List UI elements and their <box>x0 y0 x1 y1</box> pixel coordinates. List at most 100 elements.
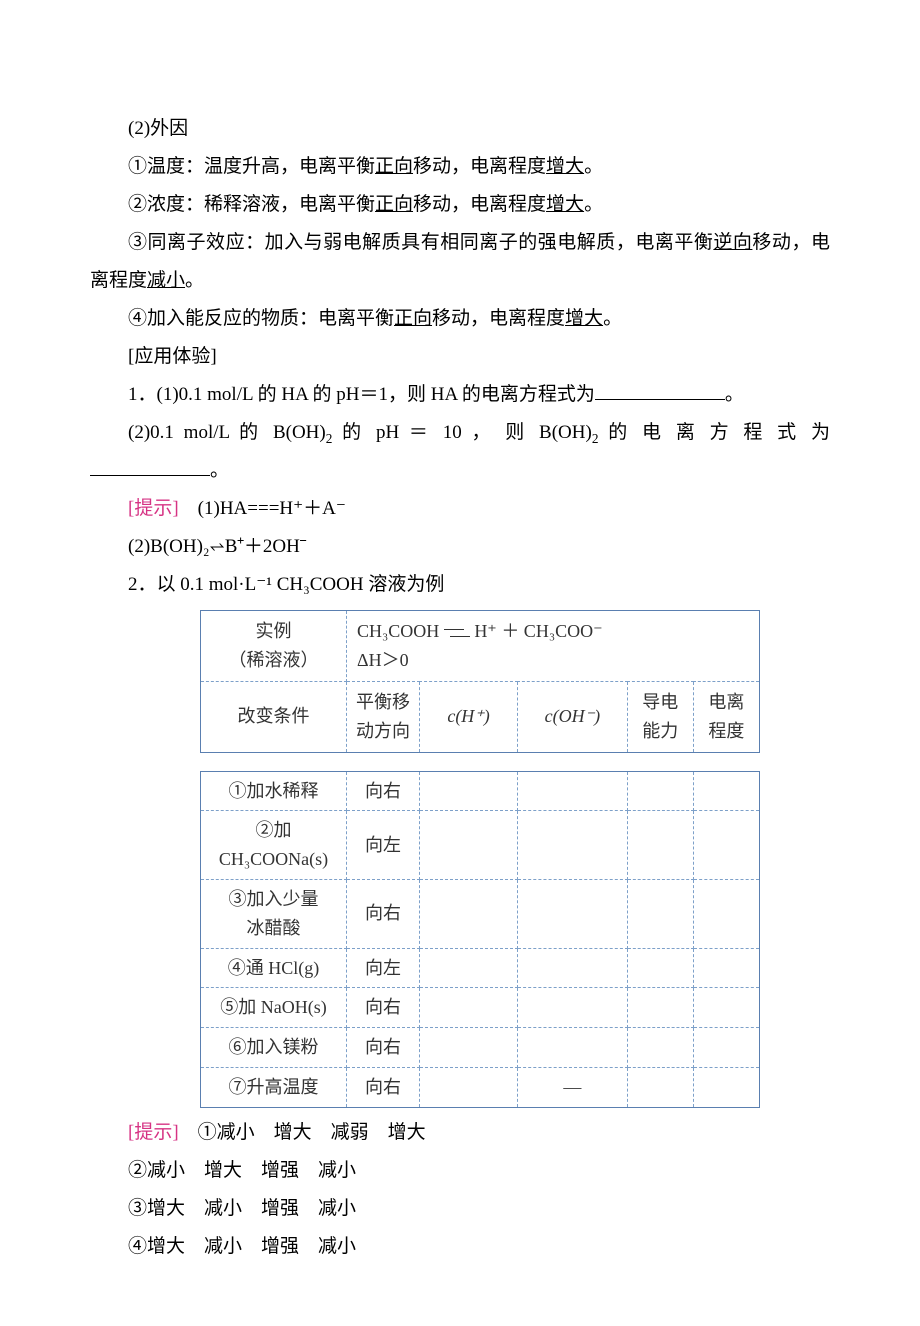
table-cell <box>518 879 628 948</box>
table-cell-label: ①加水稀释 <box>201 771 347 811</box>
table-cell: — <box>518 1067 628 1107</box>
item2-u2: 增大 <box>546 194 584 215</box>
hint-2: [提示] ①减小 增大 减弱 增大 <box>90 1114 830 1152</box>
item-1: ①温度：温度升高，电离平衡正向移动，电离程度增大。 <box>90 148 830 186</box>
table-cell-label: ④通 HCl(g) <box>201 948 347 988</box>
table-cell <box>420 1067 518 1107</box>
t1-r2c1: 改变条件 <box>201 681 347 752</box>
table-cell <box>518 948 628 988</box>
t1-r1c2: CH₃COOH H⁺ ＋ CH₃COO⁻ ΔH＞0 <box>347 611 760 682</box>
table-cell <box>693 1028 759 1068</box>
item1-u2: 增大 <box>546 156 584 177</box>
q1-1-tail: 。 <box>725 384 744 405</box>
t1-r1c1-l2: （稀溶液） <box>205 646 342 675</box>
t1-eq-left: CH₃COOH <box>357 621 439 641</box>
q2-lead: 2．以 0.1 mol·L⁻¹ CH₃COOH 溶液为例 <box>90 566 830 604</box>
q1-1-text: 1．(1)0.1 mol/L 的 HA 的 pH＝1，则 HA 的电离方程式为 <box>128 384 595 405</box>
ans-2: ②减小 增大 增强 减小 <box>90 1152 830 1190</box>
table-cell <box>627 879 693 948</box>
item-4: ④加入能反应的物质：电离平衡正向移动，电离程度增大。 <box>90 300 830 338</box>
hint-label-1: [提示] <box>128 498 179 519</box>
item3-u1: 逆向 <box>713 232 752 253</box>
table-cell <box>420 988 518 1028</box>
table-row: ④通 HCl(g)向左 <box>201 948 760 988</box>
table-cell <box>420 1028 518 1068</box>
page-root: (2)外因 ①温度：温度升高，电离平衡正向移动，电离程度增大。 ②浓度：稀释溶液… <box>0 0 920 1326</box>
table-cell: 向左 <box>347 811 420 880</box>
item2-tail: 。 <box>584 194 603 215</box>
table-cell: 向右 <box>347 771 420 811</box>
table-cell-label: ⑥加入镁粉 <box>201 1028 347 1068</box>
table-row: ⑤加 NaOH(s)向右 <box>201 988 760 1028</box>
t1-r2c6: 电离 程度 <box>693 681 759 752</box>
table-cell: 向右 <box>347 1028 420 1068</box>
table-cell-label: ⑤加 NaOH(s) <box>201 988 347 1028</box>
item1-tail: 。 <box>584 156 603 177</box>
apply-heading: [应用体验] <box>90 338 830 376</box>
table-cell: 向左 <box>347 948 420 988</box>
t1-r2c6-l1: 电离 <box>698 688 755 717</box>
table-cell <box>518 988 628 1028</box>
answer-1-1: (1)HA===H⁺＋A⁻ <box>198 498 346 519</box>
table-cell <box>420 879 518 948</box>
table-cell <box>420 948 518 988</box>
section-heading-2: (2)外因 <box>90 110 830 148</box>
table-cell <box>627 988 693 1028</box>
item1-mid: 移动，电离程度 <box>413 156 546 177</box>
table-row: ③加入少量冰醋酸向右 <box>201 879 760 948</box>
tables-container: 实例 （稀溶液） CH₃COOH H⁺ ＋ CH₃COO⁻ ΔH＞0 改变条件 … <box>200 610 830 1107</box>
item2-lead: ②浓度：稀释溶液，电离平衡 <box>128 194 375 215</box>
table-cell <box>693 879 759 948</box>
item-2: ②浓度：稀释溶液，电离平衡正向移动，电离程度增大。 <box>90 186 830 224</box>
table-cell <box>693 771 759 811</box>
item-3: ③同离子效应：加入与弱电解质具有相同离子的强电解质，电离平衡逆向移动，电离程度减… <box>90 224 830 300</box>
table-cell <box>627 1028 693 1068</box>
t1-r1c1: 实例 （稀溶液） <box>201 611 347 682</box>
hint-label-2: [提示] <box>128 1122 179 1143</box>
table-cell-label: ⑦升高温度 <box>201 1067 347 1107</box>
t1-eq: CH₃COOH H⁺ ＋ CH₃COO⁻ <box>357 617 755 646</box>
blank-1 <box>595 380 725 400</box>
table-cell-label: ②加CH₃COONa(s) <box>201 811 347 880</box>
item1-u1: 正向 <box>375 156 413 177</box>
table-cell <box>627 811 693 880</box>
t1-r2c3: c(H⁺) <box>420 681 518 752</box>
t1-r2c4: c(OH⁻) <box>518 681 628 752</box>
t1-r2c5-l1: 导电 <box>632 688 689 717</box>
q1-2-b: 的 pH ＝ 10 ， 则 B(OH) <box>332 422 591 443</box>
t1-r2c2-l2: 动方向 <box>351 717 415 746</box>
t1-eq-right: H⁺ ＋ CH₃COO⁻ <box>474 621 602 641</box>
table-cell: 向右 <box>347 1067 420 1107</box>
item4-mid: 移动，电离程度 <box>432 308 565 329</box>
equilibrium-icon <box>444 627 470 639</box>
table-cell <box>627 1067 693 1107</box>
item1-lead: ①温度：温度升高，电离平衡 <box>128 156 375 177</box>
table-cell <box>518 771 628 811</box>
t1-dh: ΔH＞0 <box>357 646 755 675</box>
ans-1: ①减小 增大 减弱 增大 <box>198 1122 426 1143</box>
t1-r2c6-l2: 程度 <box>698 717 755 746</box>
t1-r2c2: 平衡移 动方向 <box>347 681 420 752</box>
body-table: ①加水稀释向右②加CH₃COONa(s)向左③加入少量冰醋酸向右④通 HCl(g… <box>200 771 760 1108</box>
table-cell <box>627 948 693 988</box>
ans-4: ④增大 减小 增强 减小 <box>90 1228 830 1266</box>
table-cell <box>518 1028 628 1068</box>
item2-u1: 正向 <box>375 194 413 215</box>
ans-3: ③增大 减小 增强 减小 <box>90 1190 830 1228</box>
table-cell <box>518 811 628 880</box>
q1-2-tail: 。 <box>210 460 229 481</box>
item3-tail: 。 <box>185 270 204 291</box>
table-cell <box>420 771 518 811</box>
table-cell <box>693 988 759 1028</box>
q1-2-c: 的 电 离 方 程 式 为 <box>598 422 829 443</box>
answer-1-2: (2)B(OH)₂⥋B⁺＋2OH⁻ <box>90 528 830 566</box>
table-cell <box>693 1067 759 1107</box>
q1-2: (2)0.1 mol/L 的 B(OH)2 的 pH ＝ 10 ， 则 B(OH… <box>90 414 830 452</box>
item3-lead: ③同离子效应：加入与弱电解质具有相同离子的强电解质，电离平衡 <box>128 232 713 253</box>
table-cell <box>420 811 518 880</box>
t1-r2c5-l2: 能力 <box>632 717 689 746</box>
table-cell: 向右 <box>347 988 420 1028</box>
table-cell <box>627 771 693 811</box>
t1-r2c2-l1: 平衡移 <box>351 688 415 717</box>
hint-1: [提示] (1)HA===H⁺＋A⁻ <box>90 490 830 528</box>
